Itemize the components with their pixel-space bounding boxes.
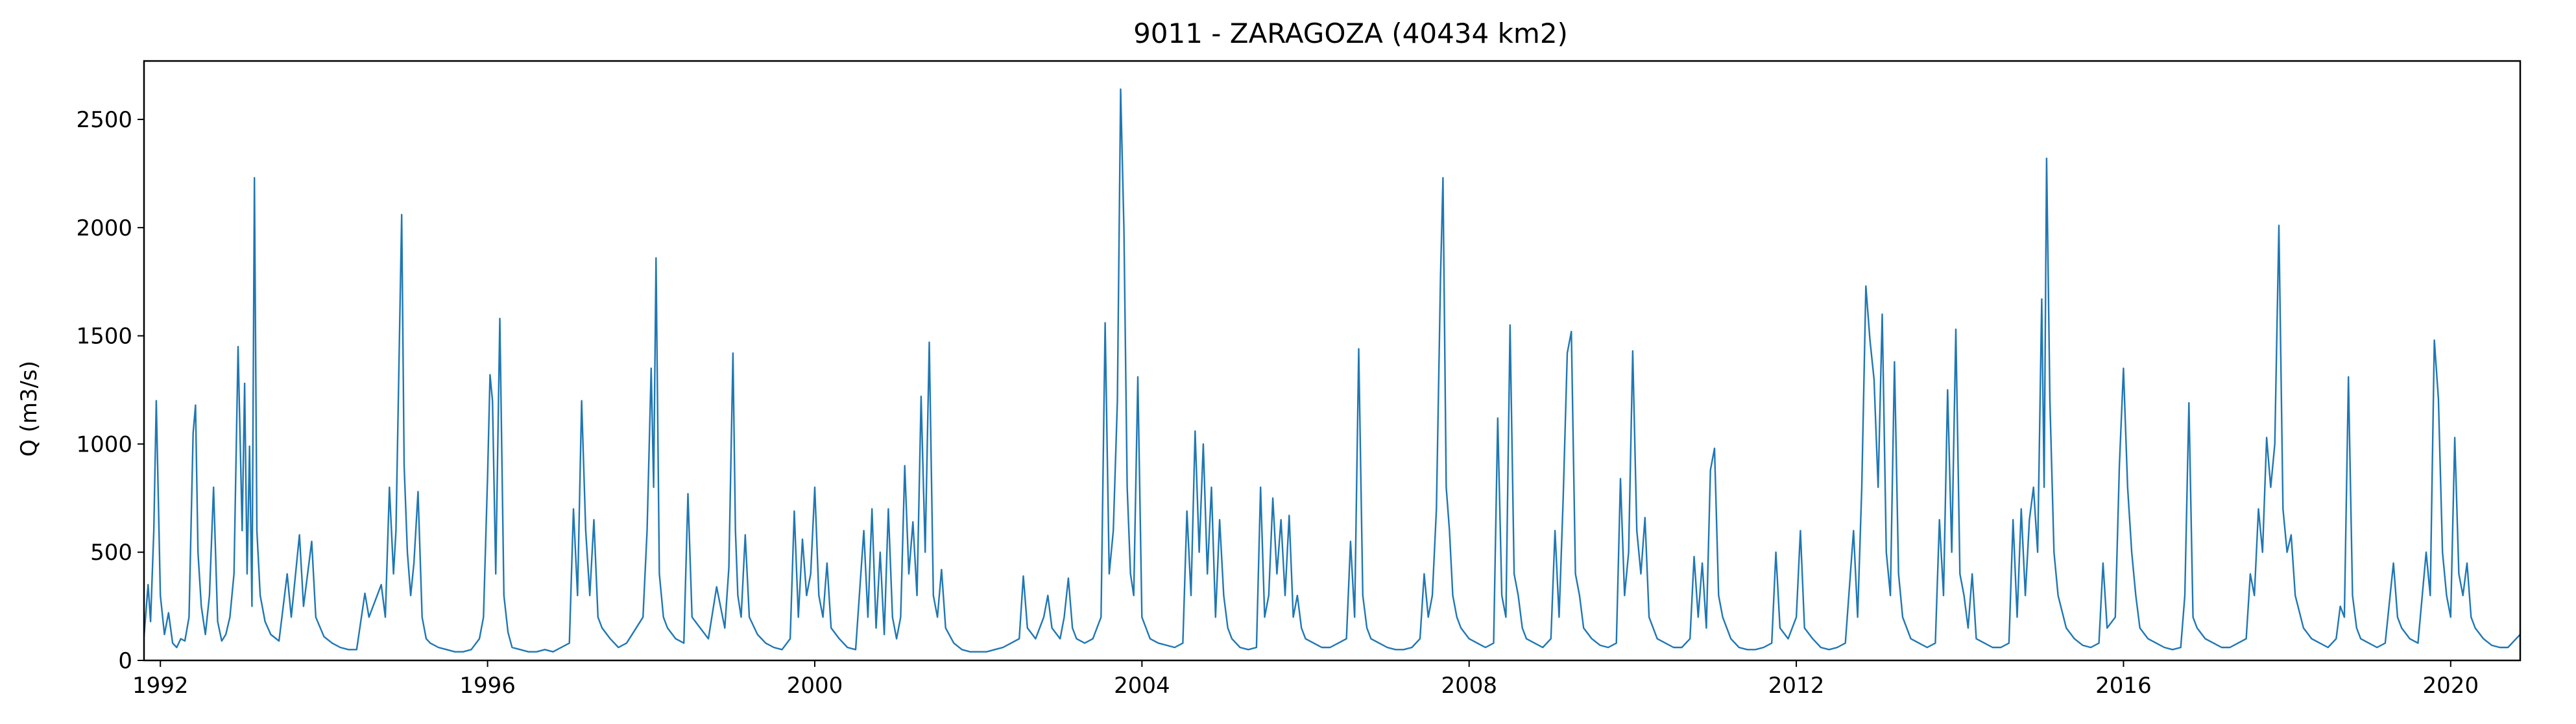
series-layer [144,88,2520,653]
x-tick-label: 2004 [1114,673,1170,699]
y-tick-label: 0 [118,648,132,674]
x-tick-label: 1996 [459,673,516,699]
x-tick-label: 1992 [132,673,189,699]
y-tick-label: 2000 [76,215,132,241]
x-tick-label: 2016 [2095,673,2152,699]
y-tick-label: 1000 [76,431,132,457]
y-axis: 0 500 1000 1500 2000 2500 [76,107,144,674]
x-tick-label: 2012 [1768,673,1825,699]
y-tick-label: 1500 [76,324,132,350]
y-tick-label: 500 [90,540,132,566]
y-axis-label: Q (m3/s) [16,361,42,457]
x-tick-label: 2000 [787,673,843,699]
y-tick-label: 2500 [76,107,132,133]
x-tick-label: 2020 [2423,673,2479,699]
x-tick-label: 2008 [1441,673,1497,699]
plot-area-frame [143,60,2522,662]
series-line-0 [144,88,2520,653]
chart-title: 9011 - ZARAGOZA (40434 km2) [1133,18,1568,49]
x-axis: 1992 1996 2000 2004 2008 2012 2016 2020 [132,660,2479,699]
